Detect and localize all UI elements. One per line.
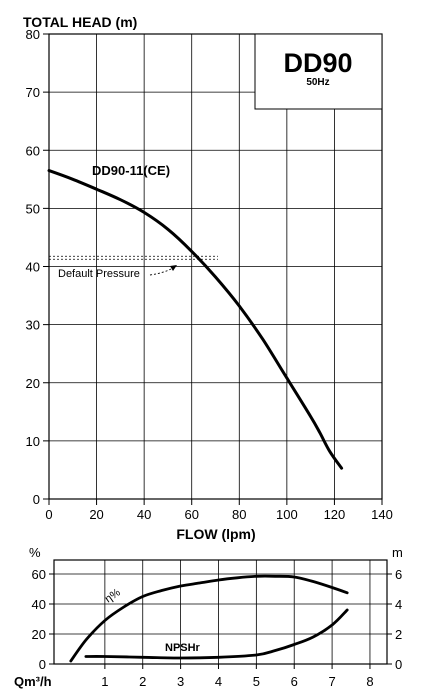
eff-x-tick-label-1: 2 [139,674,146,689]
default-pressure-arrow-icon [170,265,177,271]
model-box [254,33,383,110]
x-axis-title: FLOW (lpm) [176,526,255,542]
eff-y-tick-label-0: 0 [39,657,46,672]
npsh-y-tick-label-0: 0 [395,657,402,672]
eff-y-tick-label-2: 40 [32,597,46,612]
head-chart-grid [43,33,383,505]
meter-tick-labels: 0 2 4 6 [395,567,402,672]
head-x-tick-label-4: 80 [232,507,246,522]
head-chart-frame [48,33,383,500]
head-y-tick-label-4: 40 [26,260,40,275]
head-y-tick-label-2: 20 [26,376,40,391]
npshr-curve [84,608,349,660]
flow-x-tick-labels: 0 20 40 60 80 100 120 140 [45,507,392,522]
model-frequency: 50Hz [306,77,329,88]
eff-x-tick-label-0: 1 [101,674,108,689]
flow-m3h-tick-labels: 1 2 3 4 5 6 7 8 [101,674,373,689]
model-name: DD90 [283,48,352,78]
head-y-tick-label-0: 0 [33,492,40,507]
eff-x-tick-label-4: 5 [253,674,260,689]
eff-x-tick-label-7: 8 [366,674,373,689]
head-y-tick-labels: 0 10 20 30 40 50 60 70 80 [26,27,40,507]
head-y-tick-label-1: 10 [26,434,40,449]
bottom-unit-label: Qm³/h [14,674,52,689]
head-x-tick-label-3: 60 [184,507,198,522]
right-unit-label: m [392,545,403,560]
eff-x-tick-label-5: 6 [291,674,298,689]
default-pressure-label: Default Pressure [58,268,140,280]
npshr-curve-label: NPSHr [165,642,201,654]
npsh-y-tick-label-3: 6 [395,567,402,582]
efficiency-curve [69,574,349,663]
eff-x-tick-label-3: 4 [215,674,222,689]
head-x-tick-label-0: 0 [45,507,52,522]
head-y-tick-label-5: 50 [26,201,40,216]
head-y-tick-label-7: 70 [26,85,40,100]
y-axis-title: TOTAL HEAD (m) [23,14,137,30]
head-x-tick-label-7: 140 [371,507,393,522]
head-x-tick-label-5: 100 [276,507,298,522]
head-y-tick-label-3: 30 [26,318,40,333]
eff-x-tick-label-6: 7 [328,674,335,689]
head-y-tick-label-6: 60 [26,143,40,158]
efficiency-chart-grid [49,560,392,669]
percent-tick-labels: 0 20 40 60 [32,567,46,672]
eff-y-tick-label-1: 20 [32,627,46,642]
npsh-y-tick-label-2: 4 [395,597,402,612]
head-y-tick-label-8: 80 [26,27,40,42]
head-x-tick-label-2: 40 [137,507,151,522]
eff-x-tick-label-2: 3 [177,674,184,689]
efficiency-chart-frame [53,559,388,665]
curve-label-dd90-11ce: DD90-11(CE) [92,163,170,178]
npsh-y-tick-label-1: 2 [395,627,402,642]
head-x-tick-label-6: 120 [324,507,346,522]
efficiency-curve-label: η% [103,586,123,605]
head-x-tick-label-1: 20 [89,507,103,522]
head-curve-dd90-11ce [47,169,344,470]
default-pressure-leader [149,267,174,276]
eff-y-tick-label-3: 60 [32,567,46,582]
left-unit-label: % [29,545,41,560]
